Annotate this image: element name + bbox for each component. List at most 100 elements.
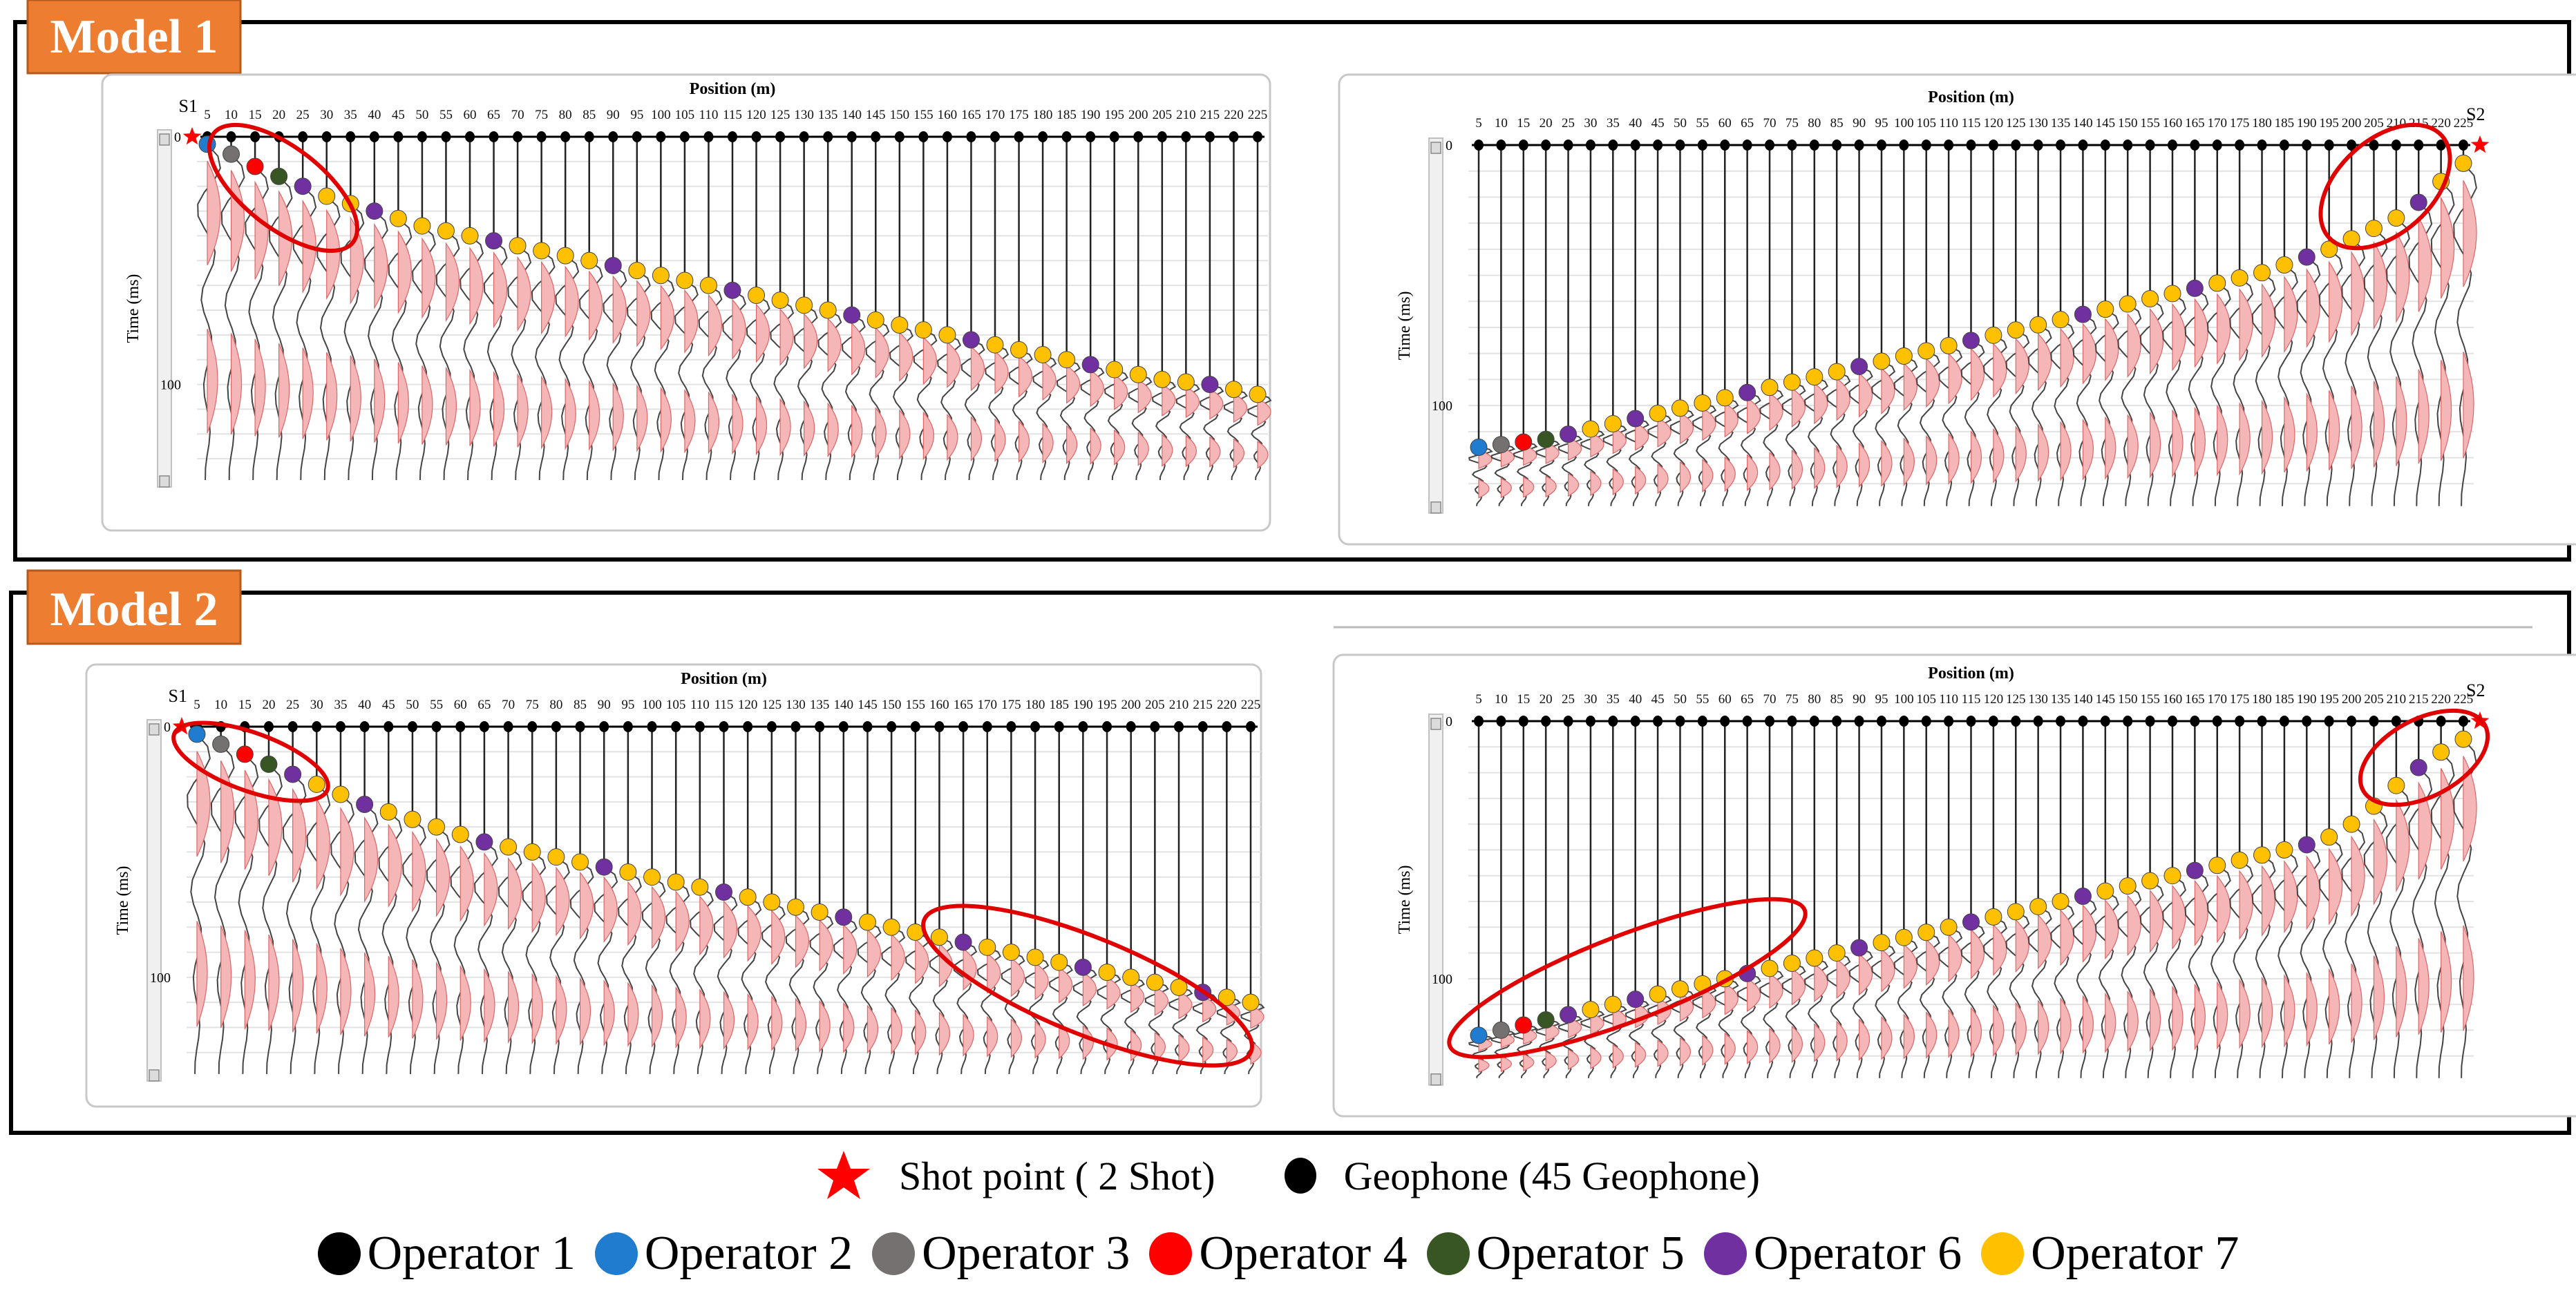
- trace-fill: [1612, 1044, 1624, 1069]
- x-tick-label: 125: [770, 108, 790, 122]
- trace-fill: [651, 984, 663, 1048]
- x-tick-label: 95: [621, 698, 634, 712]
- pick-point: [1850, 358, 1868, 376]
- x-tick-label: 70: [1763, 116, 1777, 131]
- trace-fill: [2284, 396, 2295, 473]
- trace-fill: [1202, 1036, 1214, 1064]
- geophone-marker: [2391, 140, 2401, 151]
- trace-fill: [565, 265, 579, 338]
- trace-fill: [1858, 953, 1873, 996]
- geophone-marker: [1157, 131, 1167, 142]
- geophone-marker: [1832, 140, 1842, 151]
- geophone-marker: [263, 721, 274, 732]
- geophone-marker: [838, 721, 849, 732]
- pick-point: [2096, 300, 2114, 318]
- x-tick-label: 40: [1629, 116, 1642, 131]
- pick-point: [882, 918, 900, 936]
- x-tick-label: 15: [238, 698, 252, 712]
- x-tick-label: 220: [1217, 698, 1237, 712]
- trace-fill: [660, 284, 674, 351]
- pick-point: [404, 810, 422, 828]
- geophone-marker: [369, 131, 379, 142]
- trace-fill: [1185, 386, 1200, 419]
- trace-fill: [1066, 425, 1078, 464]
- x-tick-label: 10: [1495, 116, 1508, 131]
- trace-fill: [531, 973, 543, 1045]
- pick-point: [1649, 985, 1667, 1003]
- trace-fill: [589, 379, 600, 451]
- x-tick-label: 135: [2051, 692, 2071, 707]
- trace-fill: [2396, 376, 2407, 466]
- x-tick-label: 100: [642, 698, 662, 712]
- operator-label: Operator 6: [1753, 1227, 1962, 1280]
- pick-point: [2074, 305, 2092, 323]
- x-tick-label: 205: [2364, 116, 2384, 131]
- trace-fill: [1137, 379, 1152, 414]
- pick-point: [1470, 1026, 1488, 1044]
- trace-fill: [2060, 909, 2074, 966]
- pick-point: [379, 803, 397, 821]
- geophone-marker: [1006, 721, 1016, 732]
- pick-point: [284, 765, 302, 783]
- x-tick-label: 20: [262, 698, 275, 712]
- pick-point: [366, 202, 383, 220]
- trace-fill: [2261, 865, 2275, 937]
- pick-point: [2141, 872, 2159, 890]
- pick-point: [699, 276, 717, 294]
- highlight-ellipse: [1447, 897, 1808, 1060]
- trace-fill: [2082, 418, 2094, 481]
- geophone-marker: [1988, 140, 1998, 151]
- geophone-marker: [584, 131, 594, 142]
- legend-operator-2: Operator 2: [594, 1226, 853, 1281]
- trace-fill: [651, 886, 665, 950]
- trace-fill: [2194, 298, 2208, 368]
- x-tick-label: 140: [2073, 116, 2093, 131]
- geophone-marker: [250, 131, 261, 142]
- trace-fill: [2105, 318, 2119, 381]
- geophone-marker: [1876, 140, 1886, 151]
- trace-fill: [1545, 475, 1557, 498]
- trace-fill: [2149, 889, 2164, 953]
- geophone-marker: [1809, 716, 1819, 727]
- x-tick-label: 25: [1562, 116, 1575, 131]
- x-tick-label: 200: [2342, 116, 2362, 131]
- geophone-marker: [2459, 716, 2468, 727]
- pick-point: [188, 725, 206, 743]
- geophone-marker: [1630, 716, 1640, 727]
- x-tick-label: 190: [1073, 698, 1093, 712]
- trace-fill: [1233, 393, 1247, 423]
- x-tick-label: 10: [1495, 692, 1508, 707]
- geophone-marker: [2235, 716, 2245, 727]
- geophone-marker: [1921, 140, 1931, 151]
- trace-fill: [1178, 991, 1193, 1020]
- x-tick-label: 10: [225, 108, 238, 122]
- pick-point: [2409, 193, 2427, 211]
- trace-fill: [1903, 944, 1917, 989]
- geophone-marker: [990, 131, 1000, 142]
- trace-fill: [2015, 919, 2029, 973]
- operator-label: Operator 2: [644, 1227, 853, 1280]
- trace-fill: [302, 347, 314, 439]
- x-tick-label: 80: [549, 698, 562, 712]
- trace-fill: [2105, 993, 2116, 1053]
- trace-fill: [732, 298, 746, 360]
- trace-fill: [851, 404, 863, 459]
- geophone-marker: [871, 131, 881, 142]
- geophone-marker: [2391, 716, 2401, 727]
- geophone-marker: [560, 131, 571, 142]
- trace-fill: [2441, 768, 2455, 870]
- trace-fill: [1612, 468, 1624, 496]
- pick-point: [1806, 949, 1824, 967]
- x-tick-label: 120: [746, 108, 766, 122]
- trace-fill: [2306, 392, 2318, 472]
- trace-fill: [947, 341, 961, 388]
- x-tick-label: 40: [1629, 692, 1642, 707]
- pick-point: [2387, 776, 2405, 794]
- x-tick-label: 215: [2409, 692, 2429, 707]
- x-tick-label: 105: [675, 108, 695, 122]
- geophone-marker: [719, 721, 729, 732]
- legend-shot-point-label: Shot point ( 2 Shot): [899, 1153, 1215, 1198]
- pick-point: [1783, 954, 1801, 972]
- pick-point: [795, 296, 813, 314]
